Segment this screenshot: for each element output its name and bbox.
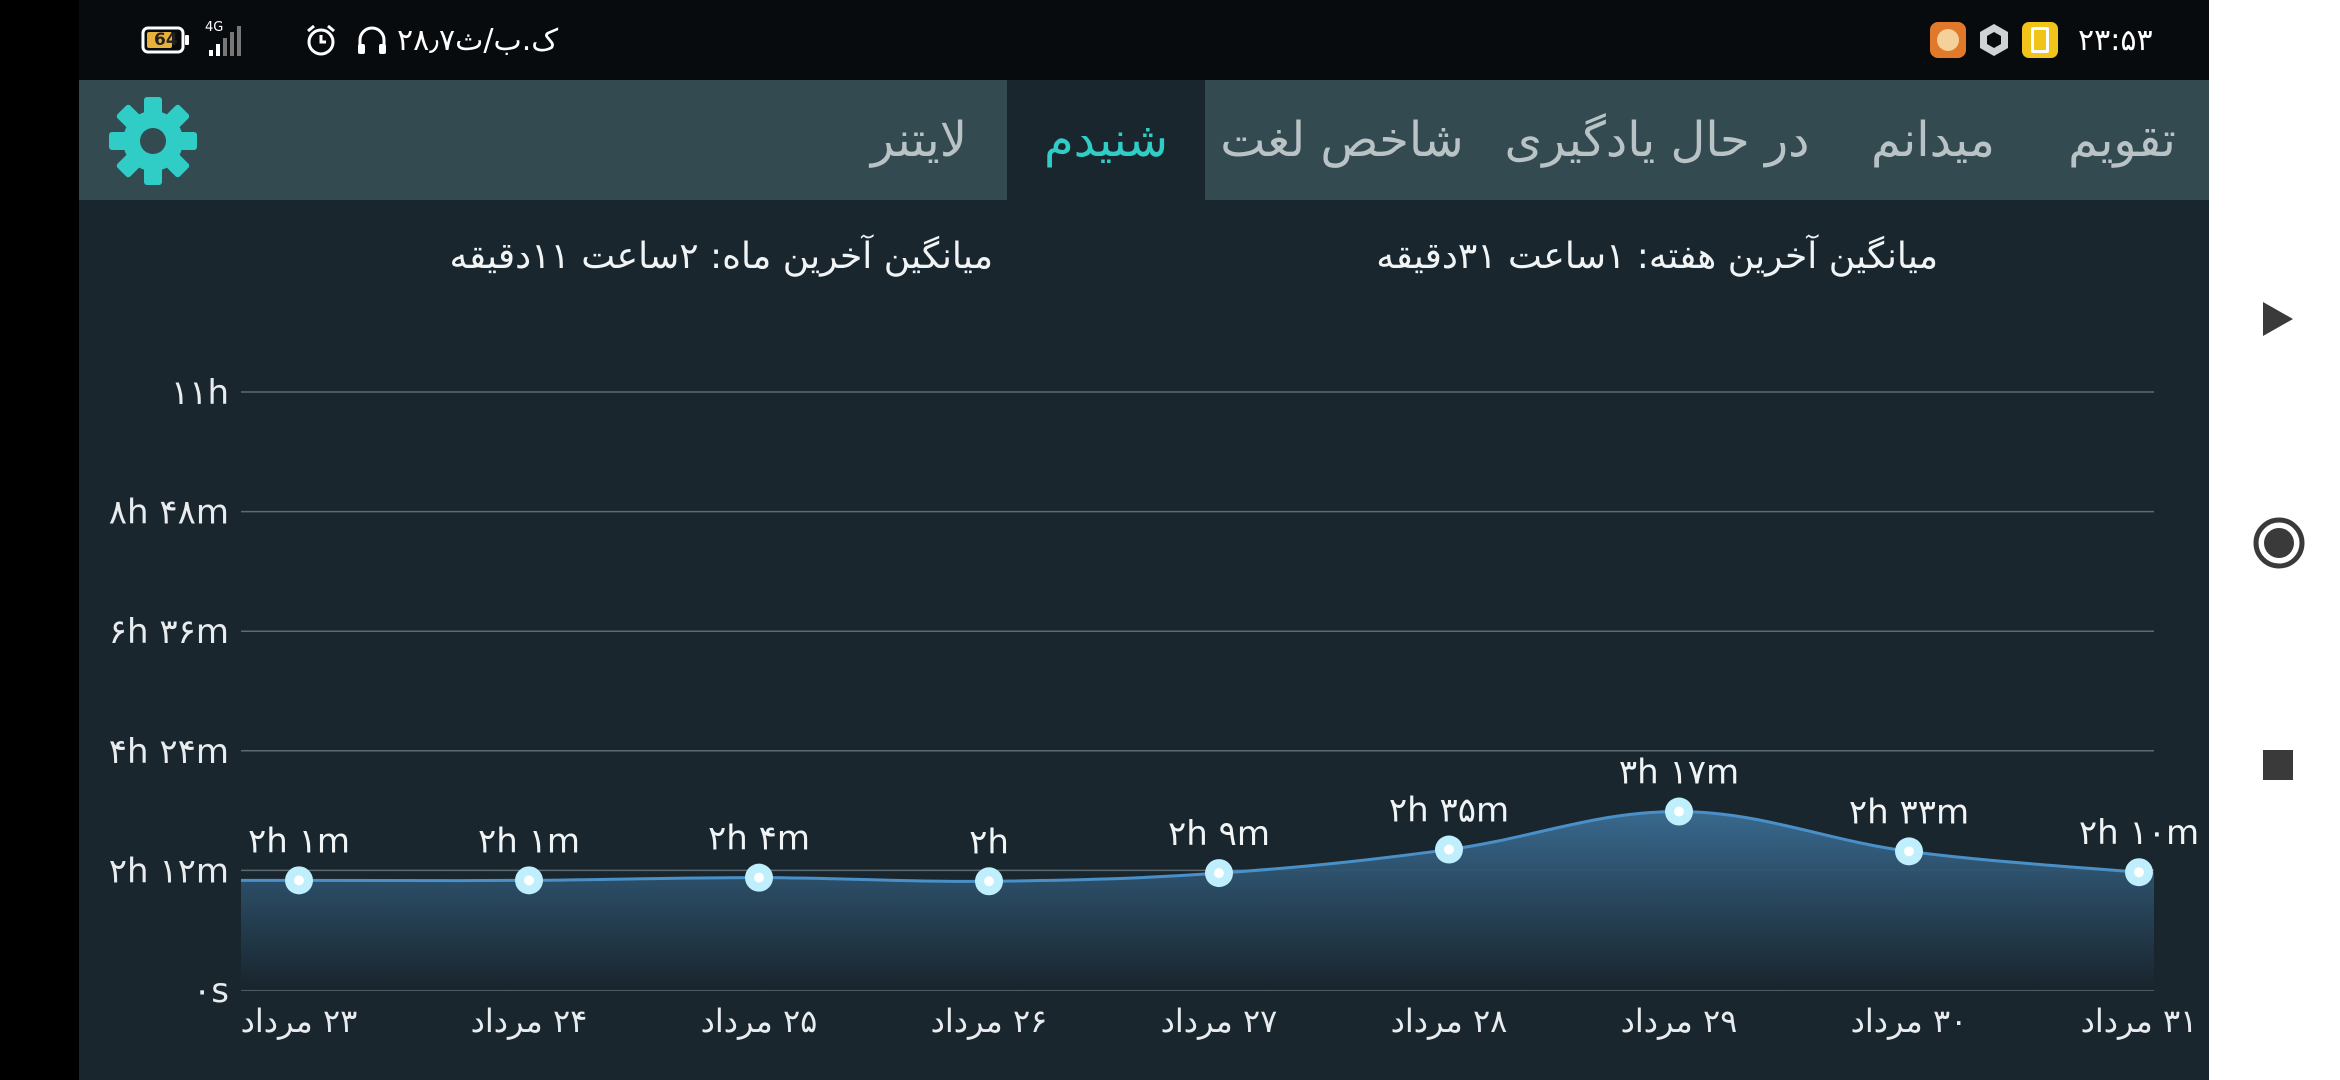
x-tick-label: ۲۸ مرداد (1391, 1002, 1508, 1040)
data-label: ۲h ۱m (478, 821, 580, 861)
signal-indicator: 4G (205, 0, 247, 80)
clock: ۲۳:۵۳ (2078, 22, 2153, 58)
tab-word-index[interactable]: شاخص لغت (1220, 112, 1464, 168)
y-tick-label: ۸h ۴۸m (109, 493, 229, 533)
app-window: 64 4G ۲۸٫۷ک.ب/ (79, 0, 2209, 1080)
y-tick-label: ۶h ۳۶m (109, 612, 229, 652)
x-tick-label: ۲۶ مرداد (931, 1002, 1048, 1040)
x-tick-label: ۲۷ مرداد (1161, 1002, 1278, 1040)
y-tick-label: ۲h ۱۲m (109, 851, 229, 891)
tab-learning[interactable]: در حال یادگیری (1504, 112, 1810, 168)
monthly-average: میانگین آخرین ماه: ۲ساعت ۱۱دقیقه (449, 236, 993, 277)
x-tick-label: ۳۰ مرداد (1851, 1002, 1968, 1040)
battery-indicator: 64 (141, 0, 191, 80)
game-app-icon (1930, 0, 1966, 80)
weekly-average: میانگین آخرین هفته: ۱ساعت ۳۱دقیقه (1376, 236, 1938, 277)
network-type: 4G (205, 20, 224, 35)
data-label: ۲h ۱m (248, 821, 350, 861)
y-tick-label: ۱۱h (171, 373, 229, 413)
home-icon[interactable] (2253, 517, 2305, 569)
y-tick-label: ۰s (193, 971, 229, 1011)
data-point-center (524, 875, 534, 886)
battery-icon (141, 26, 189, 54)
data-label: ۲h (969, 822, 1009, 862)
signal-icon (209, 26, 241, 56)
x-tick-label: ۳۱ مرداد (2081, 1002, 2198, 1040)
data-label: ۲h ۳۳m (1849, 792, 1969, 832)
headset-icon (355, 0, 389, 80)
data-point-center (1904, 846, 1914, 857)
x-axis-labels: ۲۳ مرداد ۲۴ مرداد ۲۵ مرداد ۲۶ مرداد ۲۷ مرداد… (241, 1002, 2198, 1040)
x-tick-label: ۲۳ مرداد (241, 1002, 358, 1040)
data-point-center (1674, 806, 1684, 817)
data-label: ۳h ۱۷m (1619, 753, 1739, 793)
y-axis-labels: ۰s ۲h ۱۲m ۴h ۲۴m ۶h ۳۶m ۸h ۴۸m ۱۱h (109, 373, 229, 1011)
data-point-center (984, 876, 994, 887)
data-speed: ۲۸٫۷ک.ب/ث (397, 22, 559, 58)
data-point-center (2134, 867, 2144, 878)
data-point-center (754, 872, 764, 883)
tab-leitner[interactable]: لایتنر (870, 112, 968, 168)
hexagon-app-icon (1976, 0, 2012, 80)
navigation-bar (2209, 0, 2340, 1080)
data-label: ۲h ۱۰m (2079, 813, 2199, 853)
data-points (285, 797, 2153, 896)
recents-icon[interactable] (2261, 748, 2295, 782)
battery-saver-icon (2022, 0, 2058, 80)
data-point-center (294, 875, 304, 886)
status-bar: 64 4G ۲۸٫۷ک.ب/ (79, 0, 2209, 80)
tab-calendar[interactable]: تقویم (2068, 112, 2176, 168)
tab-known[interactable]: میدانم (1870, 112, 1996, 168)
settings-gear-icon[interactable] (107, 95, 199, 187)
x-tick-label: ۲۴ مرداد (471, 1002, 588, 1040)
battery-level: 64 (154, 30, 178, 50)
data-label: ۲h ۳۵m (1389, 791, 1509, 831)
area-series (241, 811, 2154, 990)
y-tick-label: ۴h ۲۴m (109, 732, 229, 772)
x-tick-label: ۲۵ مرداد (701, 1002, 818, 1040)
data-labels: ۲h ۱m ۲h ۱m ۲h ۴m ۲h ۲h ۹m ۲h ۳۵m ۳h ۱۷m ۲h ۳۳m… (248, 753, 2199, 863)
data-point-center (1214, 868, 1224, 879)
tab-heard[interactable]: شنیدم (1007, 80, 1205, 200)
back-icon[interactable] (2261, 300, 2295, 338)
data-label: ۲h ۹m (1168, 814, 1270, 854)
tab-bar: تقویم میدانم در حال یادگیری شاخص لغت شنی… (79, 80, 2209, 200)
data-label: ۲h ۴m (708, 819, 810, 859)
data-point-center (1444, 844, 1454, 855)
area-fill (241, 811, 2154, 990)
alarm-icon (304, 0, 338, 80)
x-tick-label: ۲۹ مرداد (1621, 1002, 1738, 1040)
